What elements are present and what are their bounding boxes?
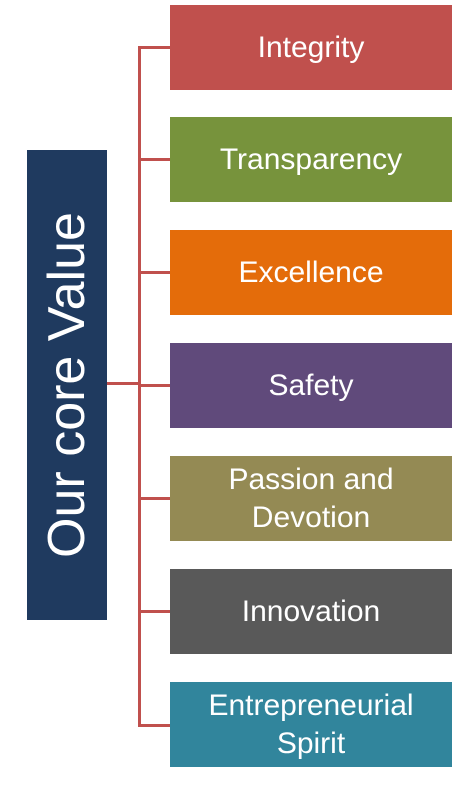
value-box-passion-and-devotion: Passion and Devotion [170,456,452,541]
value-label: Innovation [241,594,381,628]
core-value-root-box: Our core Value [27,150,107,620]
branch-connector [138,158,170,161]
value-label: Safety [268,368,354,402]
root-connector [107,382,140,385]
value-box-innovation: Innovation [170,569,452,654]
branch-connector [138,384,170,387]
value-label: Excellence [238,255,384,289]
branch-connector [138,46,170,49]
value-box-entrepreneurial-spirit: Entrepreneurial Spirit [170,682,452,767]
branch-connector [138,724,170,727]
value-label: Integrity [257,30,365,64]
branch-connector [138,497,170,500]
value-label: Transparency [219,142,403,176]
value-box-integrity: Integrity [170,5,452,90]
branch-connector [138,610,170,613]
value-box-excellence: Excellence [170,230,452,315]
value-label: Entrepreneurial Spirit [208,689,414,760]
value-label: Passion and Devotion [228,463,394,534]
value-box-transparency: Transparency [170,117,452,202]
value-box-safety: Safety [170,343,452,428]
core-value-root-label: Our core Value [38,212,96,558]
branch-connector [138,271,170,274]
